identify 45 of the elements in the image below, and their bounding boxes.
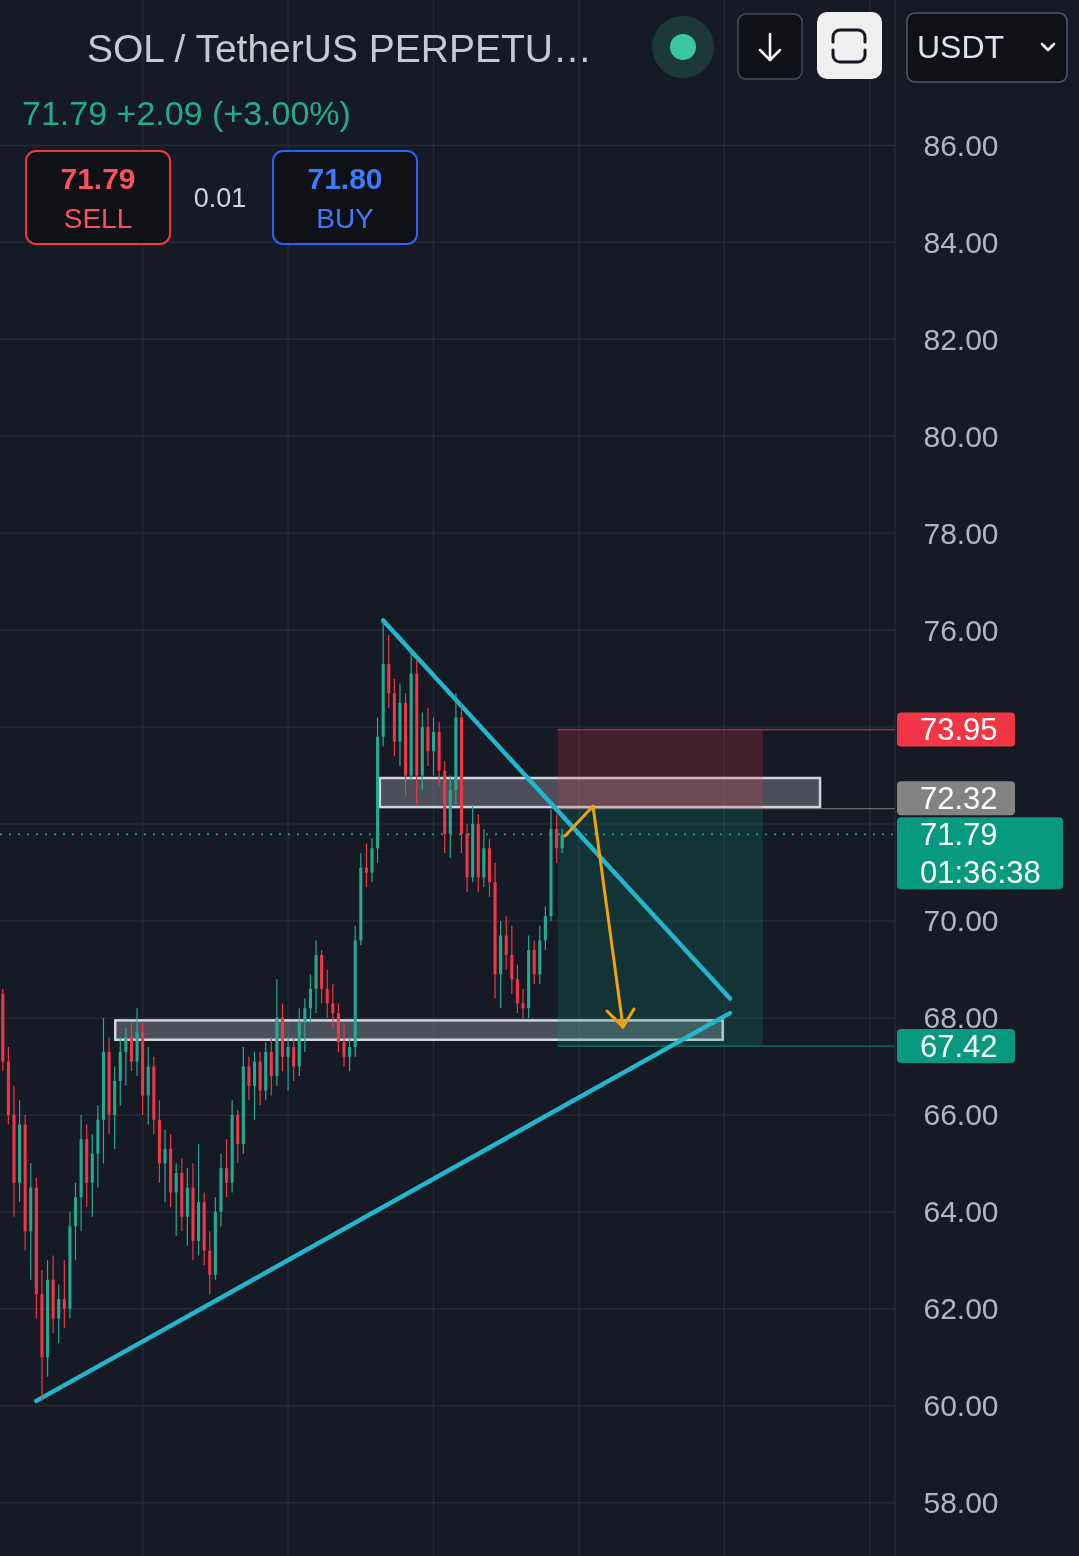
candlestick (225, 1138, 229, 1198)
candlestick (57, 1283, 61, 1344)
y-tick-label: 62.00 (923, 1292, 999, 1326)
y-tick-label: 60.00 (923, 1389, 999, 1423)
candlestick (163, 1128, 167, 1203)
y-tick-label: 86.00 (923, 128, 999, 162)
candlestick (286, 1036, 290, 1092)
annotation: 0.01 (193, 183, 247, 213)
ref-line-label: 73.95 (920, 712, 998, 748)
text: USDT (917, 29, 1005, 65)
candlestick (431, 716, 436, 777)
annotation: BUY (316, 203, 375, 234)
candlestick (174, 1162, 178, 1237)
ref-line-label: 71.79 (920, 817, 998, 853)
y-tick-label: 76.00 (923, 613, 999, 647)
candlestick (521, 988, 525, 1019)
candlestick (292, 1036, 296, 1082)
candlestick (325, 968, 329, 1019)
annotation: SELL (63, 203, 133, 234)
candlestick (364, 842, 368, 888)
ref-line-label: 72.32 (920, 781, 998, 817)
y-tick-label: 64.00 (923, 1195, 999, 1229)
candlestick (303, 997, 307, 1053)
y-tick-label: 66.00 (923, 1098, 999, 1132)
annotation: 71.79 (60, 162, 136, 195)
text: 71.79 +2.09 (+3.00%) (22, 94, 351, 132)
text: 01:36:38 (920, 855, 1041, 891)
candlestick (331, 983, 335, 1029)
candlestick (504, 915, 508, 971)
y-tick-label: 80.00 (923, 419, 999, 453)
y-tick-label: 84.00 (923, 225, 999, 259)
y-tick-label: 70.00 (923, 904, 999, 938)
y-tick-label: 58.00 (923, 1486, 999, 1520)
candlestick (348, 1036, 352, 1072)
candlestick (124, 1027, 128, 1087)
candlestick (62, 1259, 66, 1329)
candlestick (308, 973, 312, 1024)
text: SOL / TetherUS PERPETU… (87, 27, 593, 70)
candlestick (342, 1022, 346, 1068)
candlestick (555, 813, 559, 864)
candlestick (560, 828, 564, 854)
y-tick-label: 78.00 (923, 516, 999, 550)
annotation: 71.80 (307, 162, 383, 195)
candlestick (247, 1056, 251, 1101)
y-tick-label: 82.00 (923, 322, 999, 356)
